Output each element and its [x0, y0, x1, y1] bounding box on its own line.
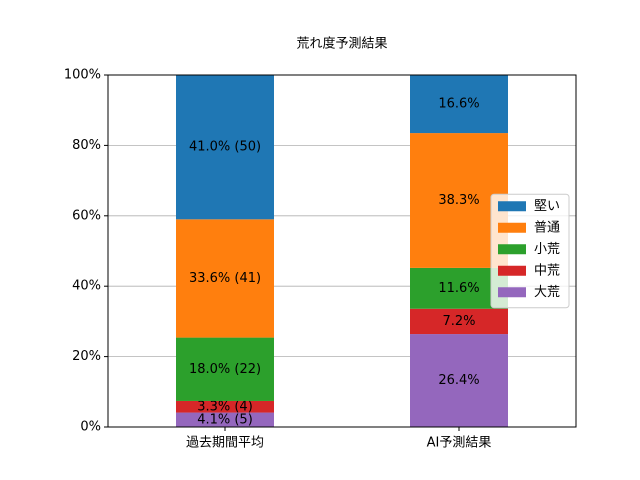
plot-frame — [107, 74, 577, 428]
bar-segment — [176, 337, 274, 401]
bar-segment — [410, 74, 508, 134]
value-label: 4.1% (5) — [197, 412, 253, 427]
y-tick-label: 100% — [64, 68, 101, 83]
value-label: 7.2% — [442, 314, 475, 329]
y-tick-label: 0% — [80, 420, 101, 435]
y-tick-label: 80% — [72, 138, 101, 153]
legend-swatch — [498, 287, 526, 298]
value-label: 11.6% — [438, 281, 479, 296]
value-label: 3.3% (4) — [197, 399, 253, 414]
bar-segment — [410, 308, 508, 335]
y-tick-label: 60% — [72, 208, 101, 223]
legend-label: 堅い — [534, 199, 560, 214]
bar-segment — [176, 75, 274, 220]
value-label: 41.0% (50) — [189, 140, 261, 155]
value-label: 38.3% — [438, 193, 479, 208]
legend-swatch — [498, 201, 526, 212]
legend-label: 中荒 — [534, 263, 560, 278]
bar-segment — [176, 400, 274, 413]
x-tick-label: 過去期間平均 — [186, 436, 264, 451]
value-label: 33.6% (41) — [189, 271, 261, 286]
legend-swatch — [498, 222, 526, 233]
legend-label: 大荒 — [534, 285, 560, 300]
bar-segment — [176, 219, 274, 338]
y-tick-label: 40% — [72, 279, 101, 294]
legend-swatch — [498, 244, 526, 255]
legend-swatch — [498, 265, 526, 276]
chart-title: 荒れ度予測結果 — [296, 36, 387, 52]
legend-label: 小荒 — [534, 242, 560, 257]
y-tick-label: 20% — [72, 349, 101, 364]
legend-label: 普通 — [534, 220, 560, 235]
bar-segment — [410, 334, 508, 427]
value-label: 26.4% — [438, 373, 479, 388]
legend-frame — [490, 193, 570, 309]
value-label: 18.0% (22) — [189, 362, 261, 377]
bar-segment — [176, 412, 274, 427]
value-label: 16.6% — [438, 96, 479, 111]
x-tick-label: AI予測結果 — [427, 436, 492, 451]
